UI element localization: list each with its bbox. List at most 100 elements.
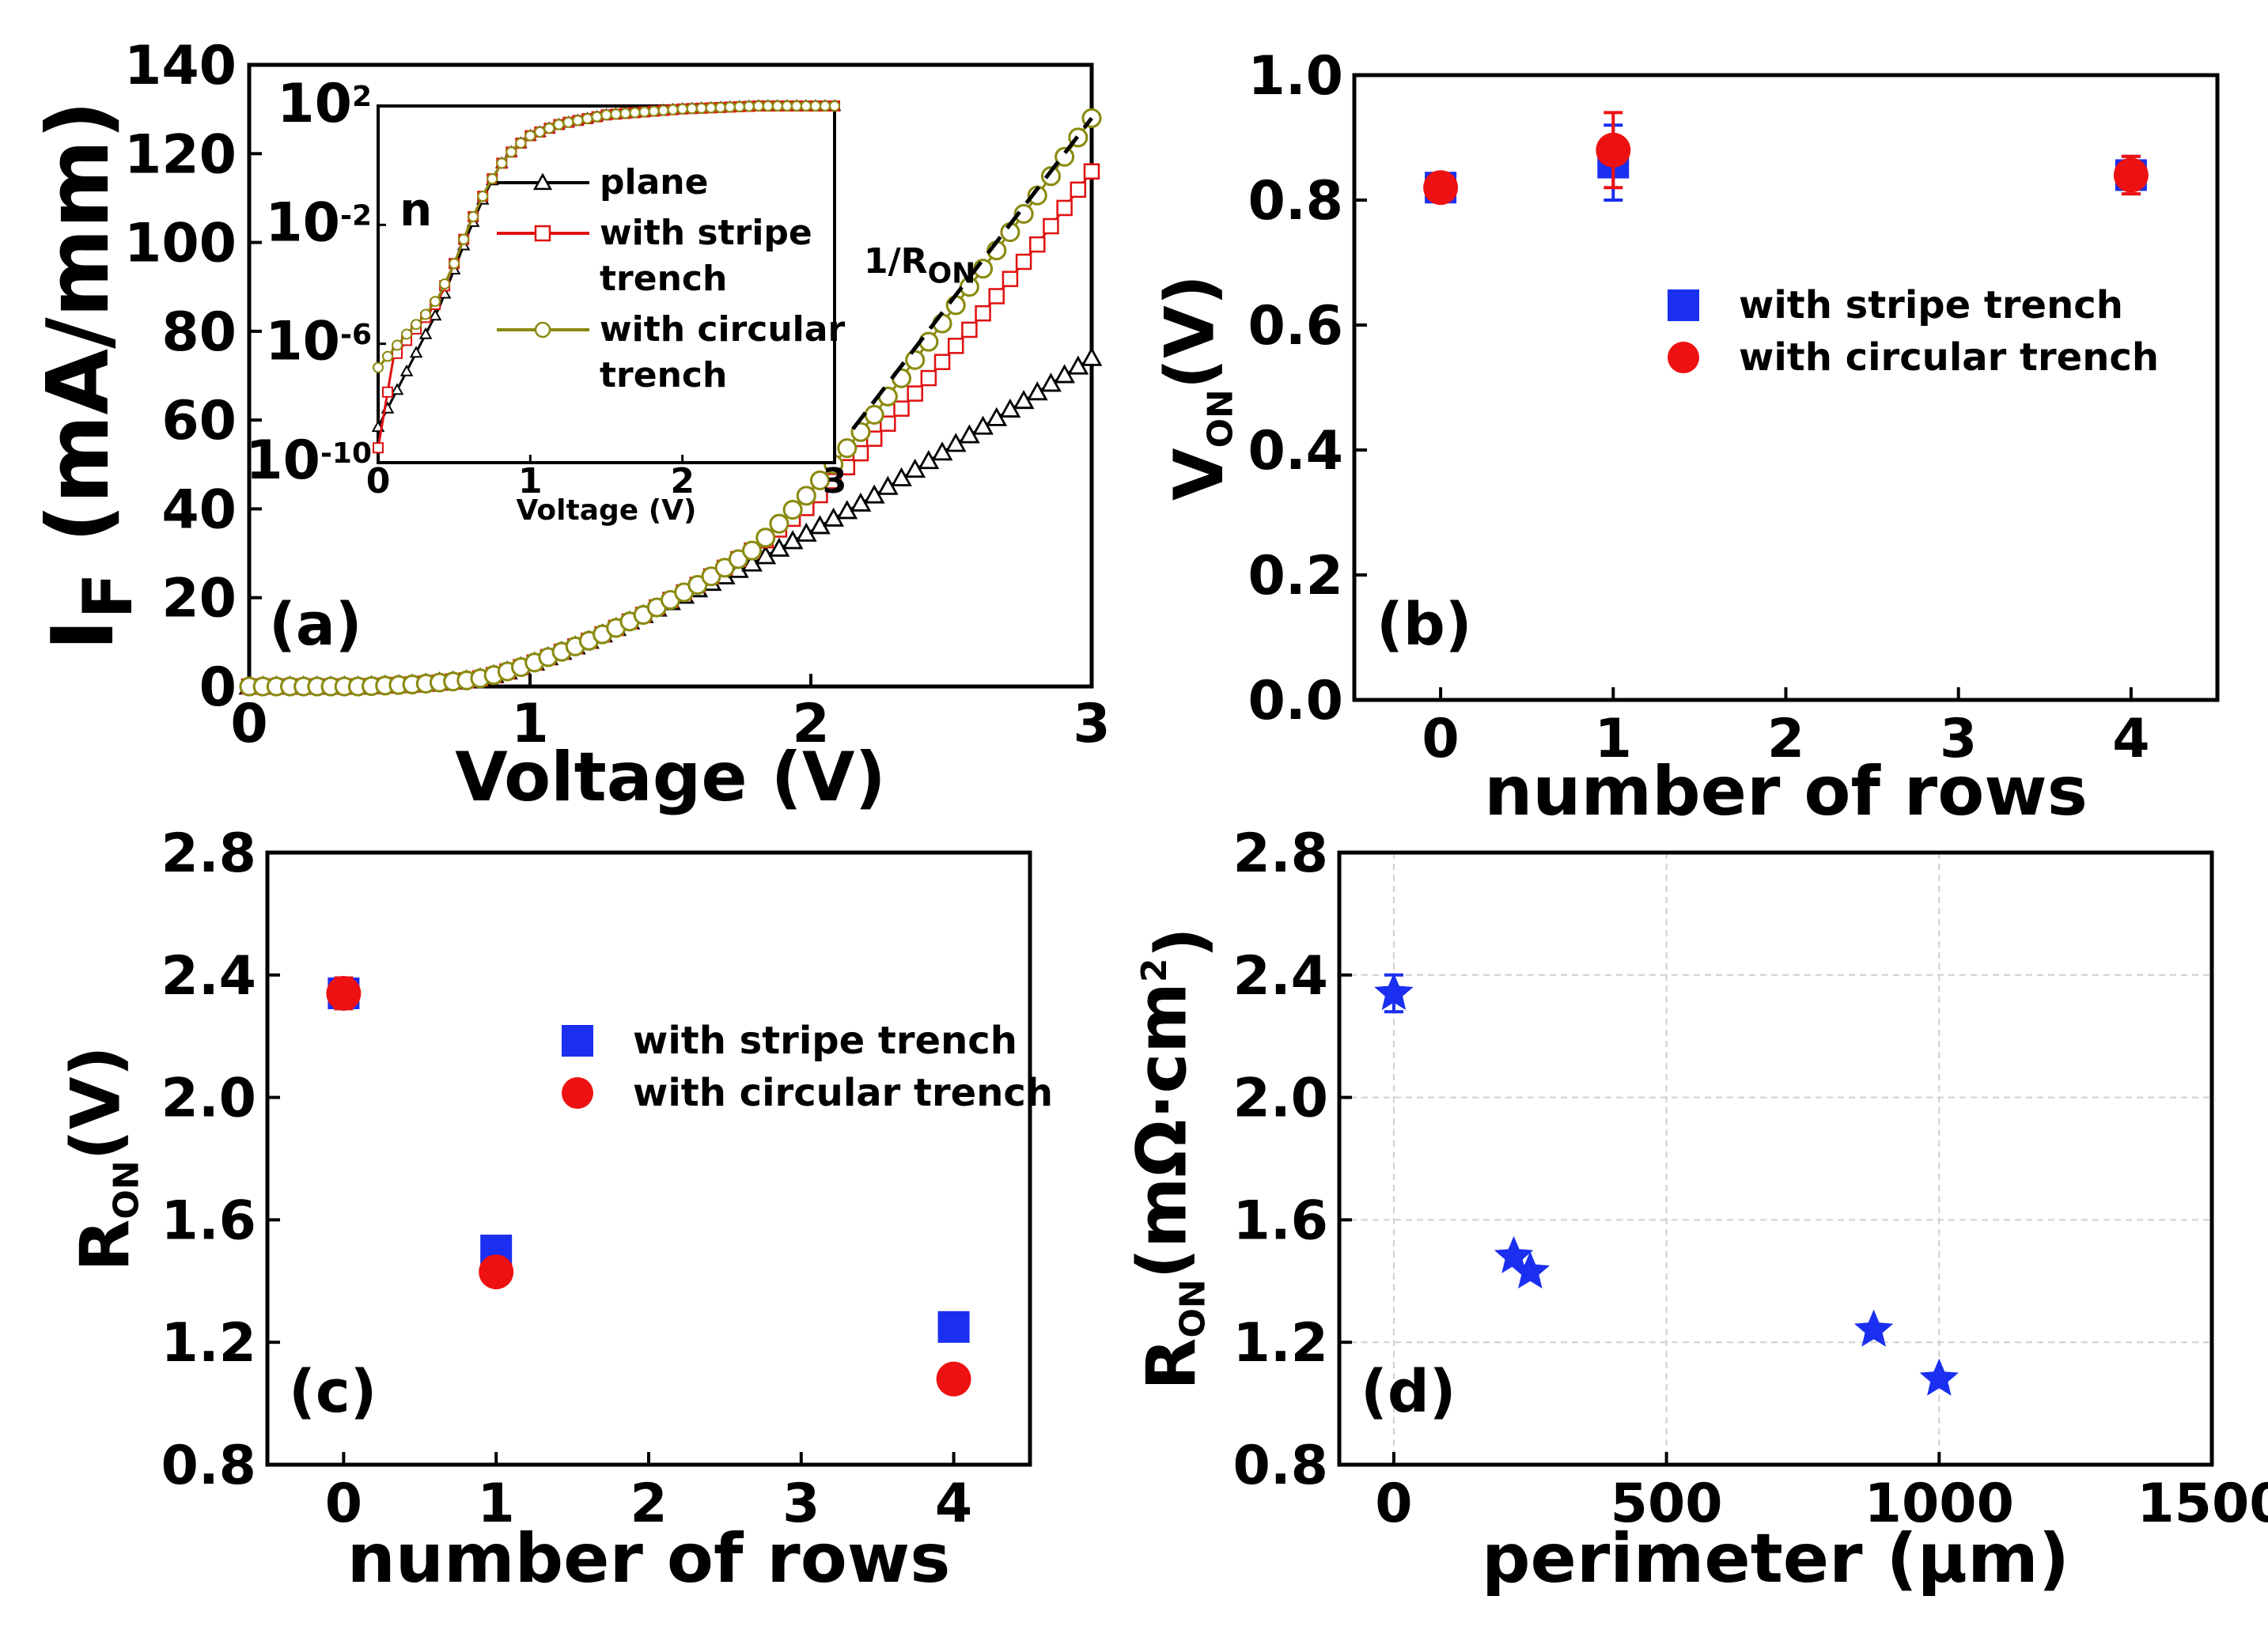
panel-label: (b): [1376, 591, 1472, 659]
inset-data-point: [392, 339, 403, 351]
x-tick-label: 500: [1611, 1473, 1723, 1535]
annotation-sub: ON: [928, 258, 976, 290]
inset-data-point: [686, 103, 698, 115]
inset-legend-item: plane: [497, 162, 708, 202]
x-tick-label: 1: [1595, 708, 1632, 770]
inset-data-point: [657, 104, 669, 116]
x-tick-label: 0: [325, 1473, 362, 1535]
inset-y-tick-base: 10: [265, 311, 340, 373]
y-tick-label: 0.2: [1248, 545, 1343, 607]
x-tick-label: 2: [630, 1473, 667, 1535]
inset-y-tick-label: 10-6: [265, 311, 372, 373]
y-axis-label-text: RON(V): [56, 1046, 146, 1272]
x-tick-label: 0: [1375, 1473, 1412, 1535]
y-axis-label-text: RON(mΩ·cm2): [1123, 927, 1220, 1390]
inset-data-point: [819, 100, 831, 112]
y-label-unit: (V): [56, 1046, 135, 1160]
inset-data-point: [411, 319, 422, 331]
y-label-main: R: [66, 1220, 145, 1272]
y-label-close: ): [1141, 927, 1220, 958]
data-point: [988, 288, 1005, 304]
data-point: [326, 976, 362, 1012]
legend-label: with circular trench: [633, 1071, 1053, 1115]
y-tick-label: 2.8: [161, 823, 256, 885]
data-point: [1015, 253, 1032, 270]
data-point: [2113, 157, 2149, 193]
legend-marker: [562, 1025, 593, 1057]
inset-data-point: [591, 111, 603, 123]
x-axis-label: number of rows: [347, 1519, 951, 1598]
inset-data-point: [610, 108, 622, 120]
x-tick-label: 3: [1940, 708, 1977, 770]
data-point: [755, 528, 776, 548]
x-tick-label: 1: [478, 1473, 515, 1535]
legend-item: with circular trench: [1668, 335, 2159, 380]
data-point: [905, 350, 926, 370]
inset-data-point: [743, 100, 755, 112]
inset-data-point: [420, 308, 432, 320]
data-point: [933, 354, 951, 370]
inset-data-point: [629, 107, 641, 119]
y-tick-label: 0.8: [1248, 170, 1343, 233]
inset-annotation-n: n: [399, 183, 432, 236]
inset-data-point: [648, 105, 660, 117]
inset-legend-label: plane: [600, 162, 708, 202]
inset-data-point: [572, 115, 584, 127]
annotation-1-over-ron: 1/RON: [864, 241, 975, 290]
y-tick-label: 0.0: [1248, 670, 1343, 732]
y-tick-label: 2.4: [1233, 945, 1328, 1008]
inset-data-point: [676, 103, 688, 115]
inset-y-tick-base: 10: [245, 429, 320, 492]
inset-data-point: [382, 386, 394, 398]
data-point: [742, 540, 763, 561]
data-point: [918, 331, 939, 352]
plot-frame: [1337, 850, 2214, 1467]
data-point: [1853, 1309, 1894, 1347]
inset-data-point: [638, 106, 650, 118]
panel-label: (c): [289, 1358, 377, 1426]
inset-legend-item: with circular trench: [497, 309, 845, 395]
inset-data-point: [790, 100, 802, 112]
data-point: [1083, 163, 1100, 180]
y-label-unit: (mA/mm): [29, 100, 128, 573]
inset-data-point: [695, 102, 707, 114]
x-axis-label: Voltage (V): [455, 738, 886, 817]
inset-data-point: [705, 102, 717, 114]
inset-data-point: [468, 210, 479, 222]
inset-data-point: [581, 112, 593, 124]
data-point: [837, 438, 858, 459]
inset-legend-label: with stripe: [600, 213, 812, 253]
panel-a-frame: [247, 62, 1094, 689]
inset-legend-marker: [534, 225, 551, 242]
inset-data-point: [553, 119, 565, 130]
y-tick-label: 20: [161, 568, 237, 630]
y-label-sub: ON: [1172, 1279, 1213, 1337]
y-tick-label: 1.6: [1233, 1189, 1328, 1252]
y-tick-label: 100: [124, 213, 237, 275]
inset-legend-label: trench: [600, 259, 727, 299]
inset-series-with-circular-trench: [373, 100, 840, 373]
y-tick-label: 2.8: [1233, 823, 1328, 885]
inset-x-tick-label: 3: [823, 461, 847, 501]
y-label-sub: F: [69, 573, 148, 619]
plot-frame: [1352, 73, 2220, 702]
data-point: [1056, 199, 1073, 217]
inset-data-point: [724, 101, 736, 113]
data-point: [1510, 1251, 1550, 1289]
x-tick-label: 0: [230, 693, 267, 755]
inset-data-point: [733, 100, 745, 112]
inset-data-point: [762, 100, 774, 112]
x-tick-label: 4: [2112, 708, 2149, 770]
inset-data-point: [800, 100, 812, 112]
data-point: [893, 400, 910, 417]
inset-frame: [377, 104, 836, 464]
inset-legend-label: trench: [600, 355, 727, 395]
data-point: [907, 385, 923, 402]
inset-data-point: [543, 123, 555, 134]
inset-data-point: [781, 100, 793, 112]
inset-data-point: [562, 116, 574, 128]
inset-y-tick-label: 10-2: [265, 191, 372, 254]
inset-data-point: [771, 100, 783, 112]
